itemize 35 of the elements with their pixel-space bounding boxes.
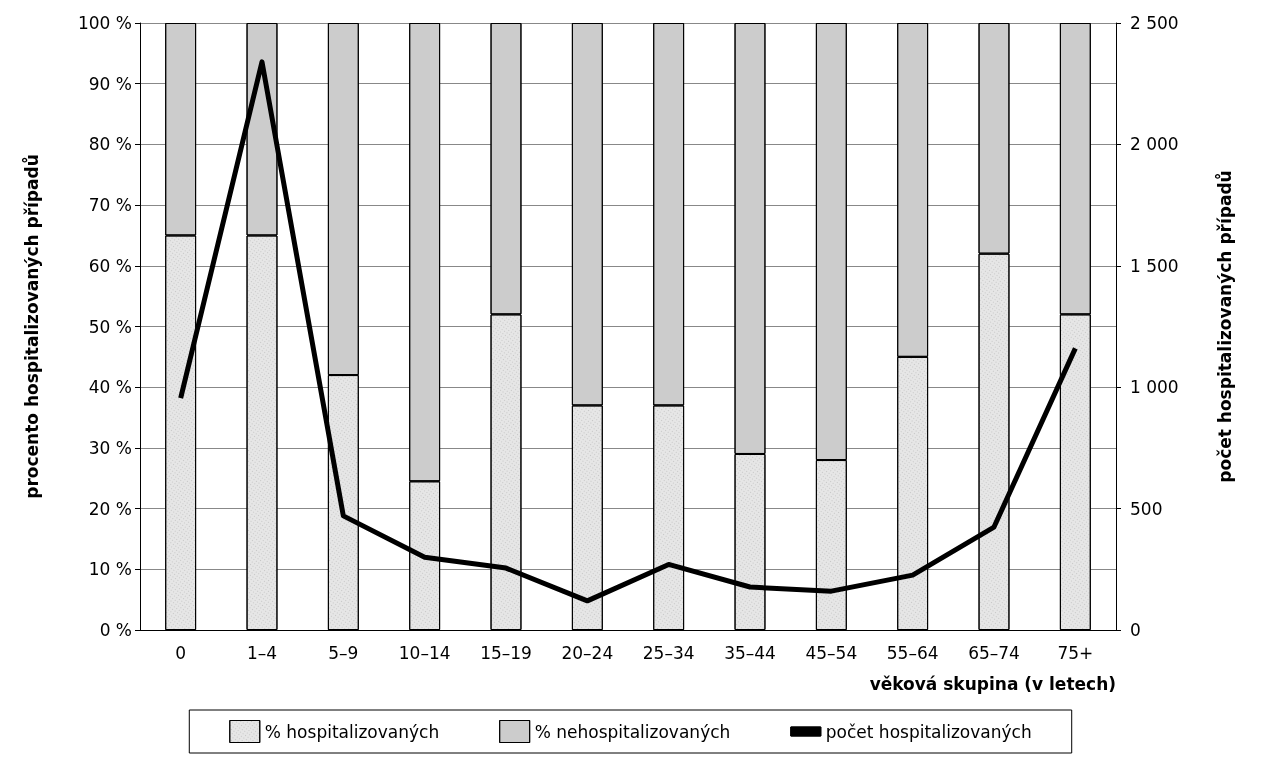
y-tick-label: 10 %	[88, 559, 132, 580]
legend-label: počet hospitalizovaných	[825, 721, 1032, 742]
y2-tick-label: 2 500	[1130, 13, 1179, 33]
x-tick-label: 10–14	[398, 642, 451, 663]
y-tick-label: 40 %	[88, 377, 132, 398]
x-tick-label: 55–64	[886, 642, 939, 663]
y-tick-label: 100 %	[77, 13, 132, 33]
y2-tick-label: 1 000	[1130, 377, 1179, 398]
x-tick-label: 5–9	[328, 642, 359, 663]
x-tick-label: 20–24	[561, 642, 614, 663]
y-tick-label: 20 %	[88, 498, 132, 519]
y-tick-label: 70 %	[88, 195, 132, 216]
y-tick-label: 90 %	[88, 73, 132, 94]
y-tick-label: 50 %	[88, 316, 132, 337]
y-axis-title: procento hospitalizovaných případů	[20, 154, 42, 499]
x-tick-label: 35–44	[724, 642, 776, 663]
x-tick-label: 65–74	[968, 642, 1020, 663]
x-tick-label: 75+	[1057, 642, 1094, 663]
y-tick-label: 30 %	[88, 437, 132, 458]
y2-tick-label: 500	[1130, 498, 1163, 519]
y-tick-label: 0 %	[99, 620, 132, 640]
legend-label: % nehospitalizovaných	[534, 721, 731, 742]
x-tick-label: 45–54	[805, 642, 858, 663]
y2-axis-title: počet hospitalizovaných případů	[1213, 170, 1235, 483]
x-axis-title: věková skupina (v letech)	[869, 673, 1116, 694]
y2-tick-label: 0	[1130, 620, 1141, 640]
y2-tick-label: 1 500	[1130, 255, 1179, 276]
y2-tick-label: 2 000	[1130, 134, 1179, 155]
x-tick-label: 25–34	[642, 642, 695, 663]
x-tick-label: 1–4	[246, 642, 278, 663]
y-tick-label: 80 %	[88, 134, 132, 155]
y-tick-label: 60 %	[88, 255, 132, 276]
legend-label: % hospitalizovaných	[264, 721, 440, 742]
x-tick-label: 15–19	[480, 642, 532, 663]
x-tick-label: 0	[175, 642, 187, 663]
